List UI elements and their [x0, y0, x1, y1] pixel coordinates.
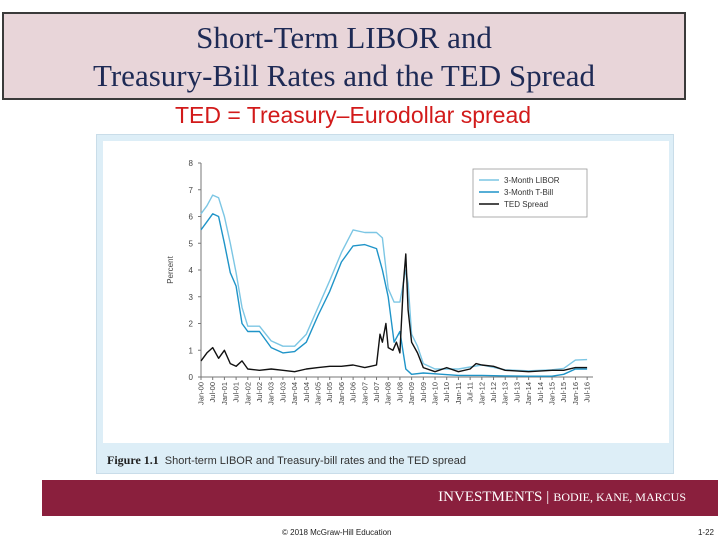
x-tick-label: Jul-05 [325, 382, 334, 402]
footer-text: INVESTMENTS | BODIE, KANE, MARCUS [438, 489, 686, 506]
line-chart: 0 1 2 3 4 5 6 7 8 Percent Jan-00 Jul-00 Jan-01 Jul-01… [166, 159, 593, 405]
x-tick-label: Jan-07 [360, 382, 369, 405]
y-tick-label: 3 [189, 293, 194, 302]
y-tick-label: 6 [189, 213, 194, 222]
figure-panel: 0 1 2 3 4 5 6 7 8 Percent Jan-00 Jul-00 Jan-01 Jul-01… [96, 134, 674, 474]
series-line-3-month-libor [200, 194, 588, 372]
figure-caption: Figure 1.1 Short-term LIBOR and Treasury-… [107, 453, 466, 468]
x-tick-label: Jul-02 [255, 382, 264, 402]
x-tick-label: Jul-14 [536, 382, 545, 402]
x-tick-label: Jul-04 [302, 382, 311, 402]
x-tick-label: Jan-02 [243, 382, 252, 405]
x-tick-label: Jan-03 [267, 382, 276, 405]
x-tick-label: Jan-16 [571, 382, 580, 405]
x-tick-label: Jul-16 [583, 382, 592, 402]
figure-caption-text: Short-term LIBOR and Treasury-bill rates… [164, 455, 466, 467]
x-tick-label: Jul-08 [395, 382, 404, 402]
footer-authors: BODIE, KANE, MARCUS [553, 490, 686, 504]
x-tick-label: Jul-10 [442, 382, 451, 402]
footer-book-title: INVESTMENTS [438, 489, 543, 505]
footer-separator: | [546, 489, 550, 505]
slide-title-line-2: Treasury-Bill Rates and the TED Spread [93, 58, 595, 93]
x-tick-label: Jan-05 [314, 382, 323, 405]
y-tick-label: 1 [189, 346, 194, 355]
y-tick-label: 7 [189, 186, 194, 195]
x-tick-label: Jan-01 [220, 382, 229, 405]
y-tick-label: 0 [189, 373, 194, 382]
x-tick-label: Jul-15 [559, 382, 568, 402]
x-tick-label: Jan-06 [337, 382, 346, 405]
page-number: 1-22 [697, 528, 714, 537]
legend-label: 3-Month LIBOR [504, 176, 560, 185]
x-tick-label: Jan-04 [290, 382, 299, 405]
x-tick-label: Jan-12 [477, 382, 486, 405]
series-line-ted-spread [200, 253, 588, 373]
x-tick-label: Jan-11 [454, 382, 463, 404]
x-tick-label: Jul-09 [419, 382, 428, 402]
x-tick-label: Jan-09 [407, 382, 416, 405]
x-tick-label: Jul-00 [208, 382, 217, 402]
x-tick-label: Jul-13 [512, 382, 521, 402]
legend-label: 3-Month T-Bill [504, 188, 553, 197]
legend-label: TED Spread [504, 200, 548, 209]
chart-legend [472, 168, 588, 218]
footer-bar: INVESTMENTS | BODIE, KANE, MARCUS [42, 480, 718, 516]
x-tick-label: Jul-11 [466, 382, 475, 402]
series-line-3-month-t-bill [200, 213, 588, 377]
x-tick-label: Jul-06 [349, 382, 358, 402]
x-tick-label: Jan-13 [501, 382, 510, 405]
y-tick-label: 4 [189, 266, 194, 275]
x-tick-label: Jul-03 [278, 382, 287, 402]
x-tick-label: Jul-12 [489, 382, 498, 402]
x-tick-label: Jan-10 [431, 382, 440, 405]
plot-area: 0 1 2 3 4 5 6 7 8 Percent Jan-00 Jul-00 Jan-01 Jul-01… [103, 141, 669, 443]
x-tick-label: Jul-01 [232, 382, 241, 402]
slide-title-box: Short-Term LIBOR and Treasury-Bill Rates… [2, 12, 686, 100]
y-tick-label: 2 [189, 320, 194, 329]
x-tick-label: Jan-14 [524, 382, 533, 405]
y-axis-label: Percent [166, 255, 175, 283]
copyright-notice: © 2018 McGraw-Hill Education [282, 528, 392, 537]
x-tick-label: Jan-15 [548, 382, 557, 405]
figure-number: Figure 1.1 [107, 453, 159, 467]
y-tick-label: 5 [189, 239, 194, 248]
slide-subtitle: TED = Treasury–Eurodollar spread [175, 102, 532, 128]
x-tick-label: Jan-08 [384, 382, 393, 405]
slide-title-line-1: Short-Term LIBOR and [196, 20, 492, 55]
x-tick-label: Jan-00 [197, 382, 206, 405]
x-tick-label: Jul-07 [372, 382, 381, 402]
y-tick-label: 8 [189, 159, 194, 168]
